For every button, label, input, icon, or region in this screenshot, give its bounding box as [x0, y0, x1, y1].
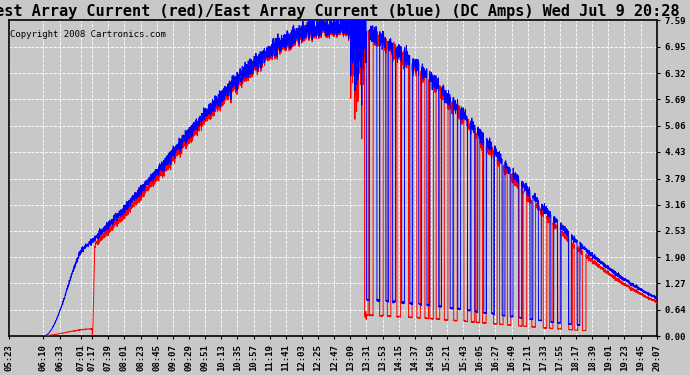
Text: Copyright 2008 Cartronics.com: Copyright 2008 Cartronics.com: [10, 30, 166, 39]
Title: West Array Current (red)/East Array Current (blue) (DC Amps) Wed Jul 9 20:28: West Array Current (red)/East Array Curr…: [0, 4, 680, 19]
